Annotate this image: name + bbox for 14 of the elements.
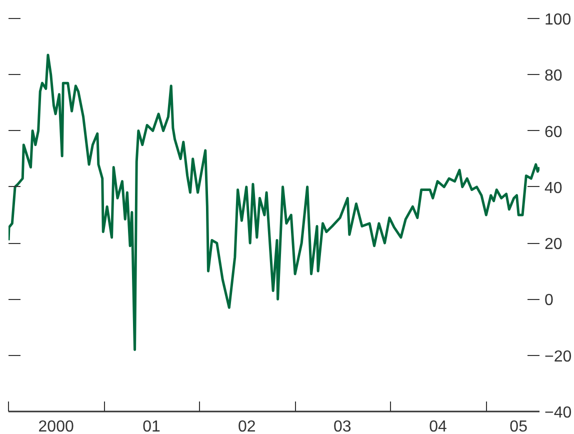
- y-tick-label: 100: [544, 12, 572, 28]
- y-tick-label: 80: [544, 68, 562, 85]
- y-tick-label: 20: [544, 236, 562, 254]
- y-tick-label: −20: [544, 348, 572, 366]
- y-tick-label: 40: [544, 180, 562, 197]
- x-tick-label: 04: [429, 418, 448, 434]
- x-tick-label: 05: [510, 418, 528, 434]
- y-tick-label: 60: [544, 124, 562, 141]
- x-tick-label: 01: [142, 418, 161, 434]
- y-tick-label: 0: [544, 292, 554, 310]
- x-tick-label: 2000: [38, 418, 74, 434]
- y-tick-label: −40: [544, 404, 572, 422]
- x-tick-label: 02: [238, 418, 256, 434]
- x-tick-label: 03: [333, 418, 352, 434]
